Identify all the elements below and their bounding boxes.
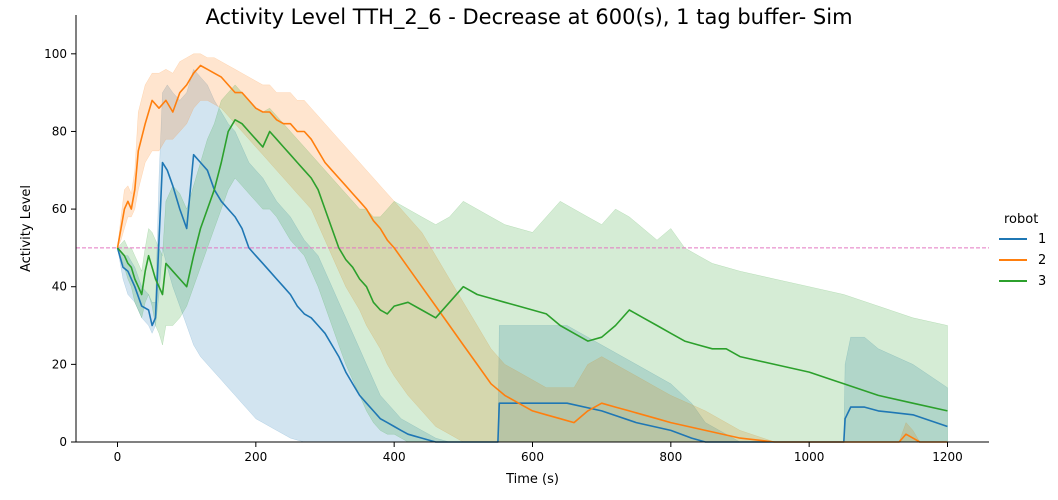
y-tick-label: 40 bbox=[52, 280, 67, 294]
x-tick-label: 800 bbox=[659, 450, 682, 464]
x-tick-label: 0 bbox=[114, 450, 122, 464]
series-lines bbox=[116, 64, 948, 443]
y-tick-label: 60 bbox=[52, 202, 67, 216]
y-tick-label: 20 bbox=[52, 357, 67, 371]
y-tick-label: 0 bbox=[59, 435, 67, 449]
line-series-1 bbox=[116, 153, 948, 443]
legend-label-2: 2 bbox=[1038, 253, 1046, 268]
legend-title: robot bbox=[1004, 212, 1038, 227]
chart-title: Activity Level TTH_2_6 - Decrease at 600… bbox=[205, 5, 853, 29]
x-tick-label: 600 bbox=[521, 450, 544, 464]
x-ticks: 0 200 400 600 800 1000 1200 bbox=[114, 442, 963, 464]
band-series-2 bbox=[117, 53, 948, 443]
band-series-1 bbox=[117, 68, 948, 443]
y-axis-label: Activity Level bbox=[19, 185, 34, 272]
x-axis-label: Time (s) bbox=[505, 472, 559, 487]
y-tick-label: 100 bbox=[44, 47, 67, 61]
x-tick-label: 200 bbox=[244, 450, 267, 464]
x-tick-label: 1200 bbox=[932, 450, 963, 464]
legend-label-1: 1 bbox=[1038, 232, 1046, 247]
line-series-2 bbox=[116, 64, 948, 443]
legend: robot 1 2 3 bbox=[999, 212, 1046, 289]
y-tick-label: 80 bbox=[52, 124, 67, 138]
x-tick-label: 400 bbox=[383, 450, 406, 464]
legend-label-3: 3 bbox=[1038, 274, 1046, 289]
y-ticks: 0 20 40 60 80 100 bbox=[44, 47, 76, 449]
line-series-3 bbox=[116, 119, 948, 412]
x-tick-label: 1000 bbox=[794, 450, 825, 464]
